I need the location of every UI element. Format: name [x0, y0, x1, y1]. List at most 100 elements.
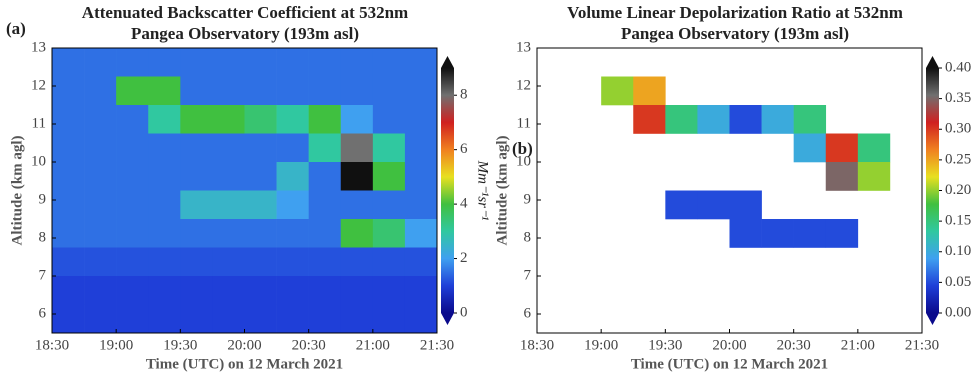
heat-cell [212, 133, 245, 163]
x-axis-label: Time (UTC) on 12 March 2021 [146, 356, 343, 372]
heat-cell [340, 219, 374, 248]
heat-cell [180, 76, 213, 106]
heat-cell [212, 219, 245, 248]
heat-cell [404, 76, 438, 106]
x-tick-label: 19:30 [648, 337, 682, 353]
heat-cell [276, 190, 309, 220]
y-tick-label: 7 [39, 267, 47, 283]
heat-cell [276, 247, 309, 277]
heat-cell [84, 162, 117, 191]
heat-cell [84, 276, 117, 305]
heat-cell [180, 133, 213, 163]
heat-cell [308, 162, 342, 191]
colorbar-top [926, 56, 939, 68]
heat-cell [148, 190, 181, 220]
heat-cell [244, 304, 277, 334]
colorbar-tick-label: 4 [460, 196, 468, 212]
y-tick-label: 13 [516, 39, 531, 55]
x-axis-label: Time (UTC) on 12 March 2021 [631, 356, 828, 372]
chart-title: Pangea Observatory (193m asl) [621, 24, 849, 43]
heat-cell [729, 105, 762, 134]
y-tick-label: 8 [39, 229, 47, 245]
y-tick-label: 6 [524, 305, 532, 321]
heat-cell [52, 48, 85, 77]
y-axis-label: Altitude (km agl) [9, 136, 25, 246]
heat-cell [212, 190, 245, 220]
heat-cell [697, 105, 730, 134]
colorbar-top [441, 56, 454, 68]
colorbar-tick-label: 0 [460, 304, 468, 320]
colorbar-tick-label: 8 [460, 87, 468, 103]
heat-cell [372, 133, 406, 163]
heat-cell [180, 190, 213, 220]
heat-cell [404, 219, 438, 248]
heat-cell [52, 133, 85, 163]
heat-cell [148, 304, 181, 334]
heat-cell [180, 276, 213, 305]
heat-cell [825, 219, 859, 248]
heat-cell [729, 219, 762, 248]
colorbar-tick-label: 0.20 [945, 182, 971, 198]
x-tick-label: 18:30 [35, 337, 69, 353]
y-tick-label: 9 [39, 191, 47, 207]
heat-cell [340, 276, 374, 305]
heat-cell [212, 247, 245, 277]
heat-cell [52, 105, 85, 134]
heat-cell [148, 48, 181, 77]
heat-cell [308, 76, 342, 106]
colorbar-tick-label: 6 [460, 141, 468, 157]
heat-cell [404, 133, 438, 163]
x-tick-label: 19:30 [163, 337, 197, 353]
colorbar [441, 68, 454, 313]
heat-cell [308, 219, 342, 248]
colorbar-tick-label: 0.40 [945, 59, 971, 75]
heat-cell [633, 76, 666, 106]
heat-cell [212, 48, 245, 77]
heat-cell [244, 105, 277, 134]
heat-cell [308, 190, 342, 220]
heat-cell [857, 162, 891, 191]
heat-cell [116, 304, 149, 334]
x-tick-label: 20:00 [712, 337, 746, 353]
y-tick-label: 7 [524, 267, 532, 283]
heat-cell [276, 105, 309, 134]
heat-cell [729, 190, 762, 220]
heat-cell [761, 219, 794, 248]
colorbar-tick-label: 0.15 [945, 213, 971, 229]
y-tick-label: 13 [31, 39, 46, 55]
y-axis-label: Altitude (km agl) [494, 136, 510, 246]
heat-cell [340, 162, 374, 191]
heat-cell [276, 48, 309, 77]
y-tick-label: 12 [516, 77, 531, 93]
heat-cell [372, 219, 406, 248]
heat-cell [404, 190, 438, 220]
colorbar-tick-label: 0.00 [945, 304, 971, 320]
heat-cell [404, 276, 438, 305]
heat-cell [52, 76, 85, 106]
heat-cell [340, 48, 374, 77]
heat-cell [276, 276, 309, 305]
colorbar-tick-label: 2 [460, 250, 468, 266]
heat-cell [212, 162, 245, 191]
y-tick-label: 10 [516, 153, 531, 169]
heat-cell [404, 105, 438, 134]
heat-cell [180, 304, 213, 334]
x-tick-label: 21:00 [841, 337, 875, 353]
heat-cell [52, 247, 85, 277]
heat-cell [244, 162, 277, 191]
heat-cell [340, 76, 374, 106]
heat-cell [244, 247, 277, 277]
heat-cell [116, 276, 149, 305]
heat-cell [308, 133, 342, 163]
heat-cell [372, 76, 406, 106]
heat-cell [84, 304, 117, 334]
x-tick-label: 21:00 [356, 337, 390, 353]
x-tick-label: 21:30 [420, 337, 454, 353]
heat-cell [793, 219, 827, 248]
heat-cell [244, 48, 277, 77]
heat-cell [212, 105, 245, 134]
heat-cell [276, 76, 309, 106]
panel-label: (a) [6, 19, 26, 38]
x-tick-label: 19:00 [99, 337, 133, 353]
